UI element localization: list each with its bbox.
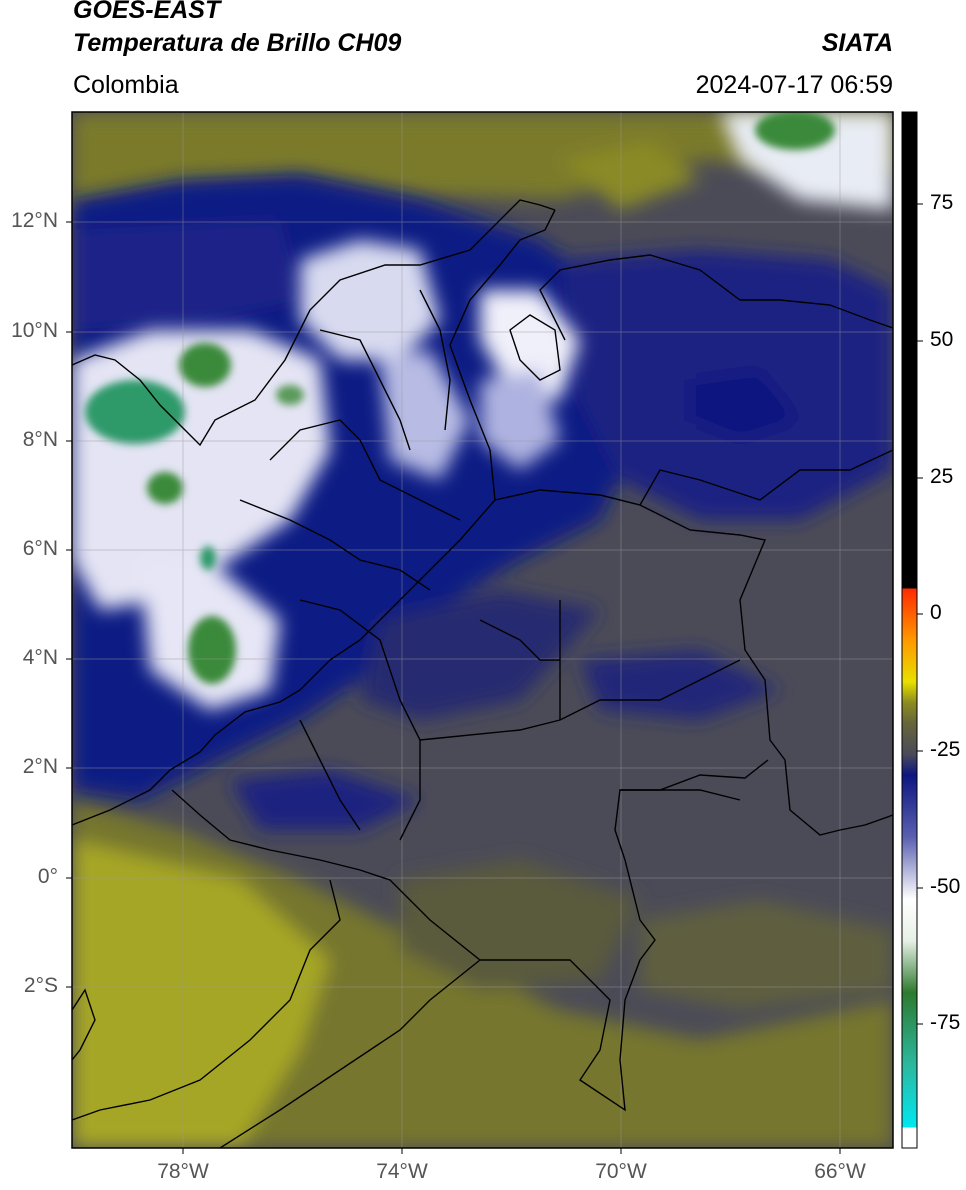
colorbar-tick-50: 50	[930, 328, 954, 351]
lon-tick-66w: 66°W	[814, 1160, 866, 1183]
lon-tick-74w: 74°W	[376, 1160, 428, 1183]
graticule	[72, 112, 893, 1148]
region-subtitle: Colombia	[73, 71, 179, 99]
lat-tick-6n: 6°N	[22, 537, 58, 560]
colorbar-tick-25: 25	[930, 465, 954, 488]
lon-tick-78w: 78°W	[157, 1160, 209, 1183]
colorbar	[901, 111, 918, 1149]
lon-tick-70w: 70°W	[595, 1160, 647, 1183]
colorbar-tick-minus25: -25	[930, 738, 961, 761]
datetime-label: 2024-07-17 06:59	[695, 71, 893, 99]
colorbar-ticks	[917, 203, 923, 1025]
title-line-2: Temperatura de Brillo CH09	[73, 29, 402, 57]
colorbar-tick-minus50: -50	[930, 875, 961, 898]
map-frame	[71, 111, 894, 1149]
country-borders	[72, 199, 893, 1148]
title-line-1: GOES-EAST	[73, 0, 221, 24]
lat-tick-12n: 12°N	[11, 209, 58, 232]
colorbar-tick-minus75: -75	[930, 1011, 961, 1034]
colorbar-tick-75: 75	[930, 191, 954, 214]
colorbar-tick-0: 0	[930, 601, 942, 624]
lat-tick-10n: 10°N	[11, 319, 58, 342]
lat-tick-2s: 2°S	[23, 974, 58, 997]
brand-label: SIATA	[821, 29, 893, 57]
lat-tick-8n: 8°N	[22, 428, 58, 451]
lat-tick-4n: 4°N	[22, 646, 58, 669]
satellite-imagery	[72, 112, 893, 1148]
lat-tick-0: 0°	[37, 865, 58, 888]
lat-tick-2n: 2°N	[22, 755, 58, 778]
